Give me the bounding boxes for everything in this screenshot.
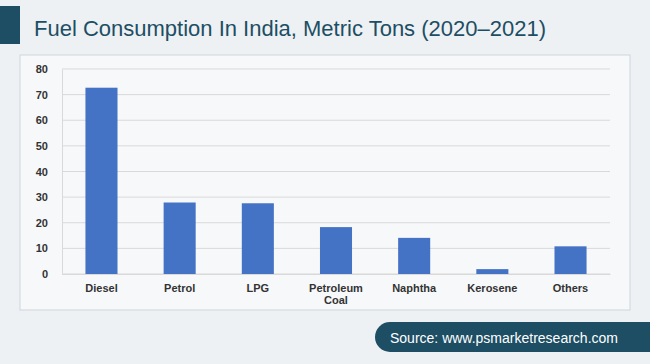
bar — [476, 269, 508, 274]
y-tick-label: 10 — [36, 242, 48, 254]
bar — [85, 88, 117, 274]
chart: Fuel Consumption In India, Metric Tons (… — [0, 0, 650, 364]
bar — [398, 238, 430, 274]
y-tick-label: 80 — [36, 63, 48, 75]
y-tick: 20 — [36, 217, 62, 229]
y-tick-label: 30 — [36, 191, 48, 203]
x-tick-label: Diesel — [85, 282, 117, 294]
y-tick: 60 — [36, 114, 62, 126]
x-tick-label: Kerosene — [467, 282, 517, 294]
x-tick: Petrol — [164, 274, 195, 294]
x-tick-label: Petrol — [164, 282, 195, 294]
x-tick: Kerosene — [467, 274, 517, 294]
y-tick-label: 50 — [36, 140, 48, 152]
x-tick: PetroleumCoal — [309, 274, 363, 306]
y-tick: 80 — [36, 63, 62, 75]
x-tick: Naphtha — [392, 274, 437, 294]
y-tick-label: 60 — [36, 114, 48, 126]
bars — [85, 88, 586, 274]
y-tick-label: 20 — [36, 217, 48, 229]
y-tick: 30 — [36, 191, 62, 203]
grid-line — [62, 145, 610, 146]
x-tick: LPG — [247, 274, 270, 294]
y-tick: 40 — [36, 166, 62, 178]
y-tick: 50 — [36, 140, 62, 152]
grid — [62, 69, 610, 274]
y-tick: 70 — [36, 89, 62, 101]
y-axis-line — [62, 70, 63, 275]
grid-line — [62, 197, 610, 198]
title-marker — [0, 6, 20, 44]
bar — [554, 246, 586, 274]
x-tick-label: PetroleumCoal — [309, 282, 363, 307]
background — [0, 0, 650, 364]
source-box: Source: www.psmarketresearch.com — [375, 322, 650, 352]
x-tick-label: Others — [553, 282, 588, 294]
x-axis: Diesel Petrol LPG PetroleumCoal Naphtha Keros… — [63, 274, 611, 306]
x-tick-label: Naphtha — [392, 282, 437, 294]
y-tick-label: 40 — [36, 166, 48, 178]
grid-line — [62, 120, 610, 121]
x-axis-line — [63, 274, 611, 275]
bar — [242, 203, 274, 274]
bar — [320, 227, 352, 274]
y-axis: 0 10 20 30 40 50 60 70 80 — [36, 63, 63, 280]
y-tick-label: 0 — [42, 268, 48, 280]
y-tick: 10 — [36, 242, 62, 254]
grid-line — [62, 222, 610, 223]
grid-line — [62, 69, 610, 70]
source-text: Source: www.psmarketresearch.com — [390, 330, 618, 346]
y-tick: 0 — [42, 268, 62, 280]
x-tick: Diesel — [85, 274, 117, 294]
y-tick-label: 70 — [36, 89, 48, 101]
grid-line — [62, 94, 610, 95]
x-tick: Others — [553, 274, 588, 294]
chart-frame — [20, 55, 630, 310]
title: Fuel Consumption In India, Metric Tons (… — [34, 16, 546, 41]
bar — [164, 203, 196, 274]
grid-line — [62, 171, 610, 172]
source-background — [375, 322, 650, 352]
x-tick-label: LPG — [247, 282, 270, 294]
